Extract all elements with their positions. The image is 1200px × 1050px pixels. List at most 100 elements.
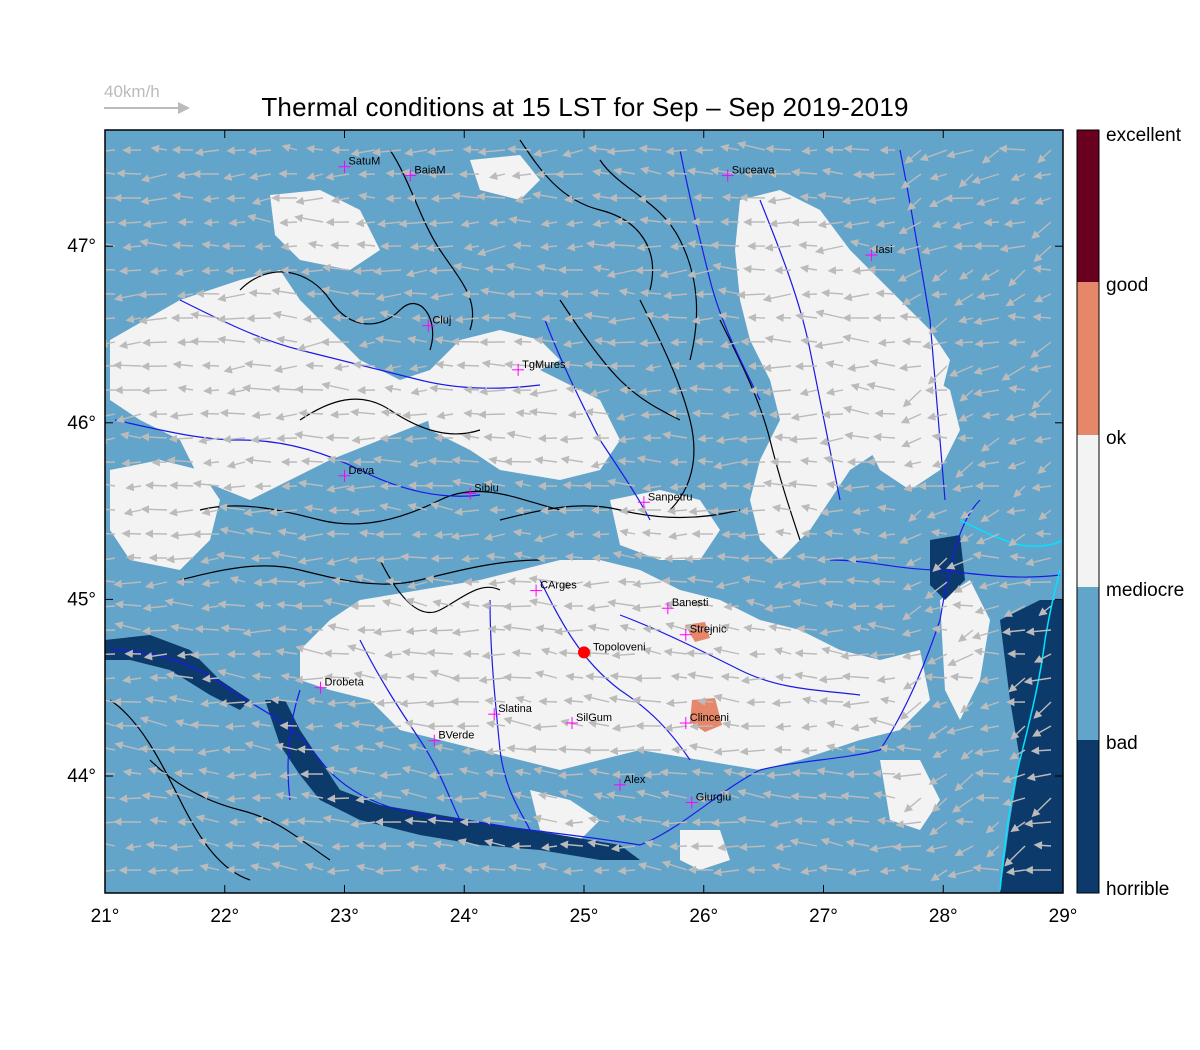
wind-arrow	[1024, 819, 1052, 828]
wind-arrow	[872, 769, 896, 778]
wind-arrow	[122, 242, 142, 252]
wind-arrow	[297, 556, 324, 566]
wind-arrow	[140, 196, 168, 205]
wind-arrow	[294, 385, 324, 394]
wind-arrow	[140, 505, 168, 514]
wind-arrow	[1010, 821, 1026, 833]
wind-arrow	[372, 627, 402, 637]
map-title: Thermal conditions at 15 LST for Sep – S…	[261, 92, 909, 122]
wind-arrow	[425, 575, 454, 584]
wind-arrow	[1026, 772, 1052, 782]
wind-arrow	[565, 219, 584, 228]
wind-arrow	[1029, 364, 1052, 373]
wind-arrow	[800, 867, 818, 876]
wind-arrow	[642, 624, 662, 634]
wind-arrow	[899, 533, 922, 544]
wind-arrow	[452, 262, 480, 271]
wind-arrow	[296, 816, 324, 826]
wind-arrow	[433, 530, 454, 540]
wind-arrow	[141, 338, 168, 347]
wind-arrow	[901, 437, 922, 448]
wind-arrow	[502, 673, 532, 682]
wind-arrow	[736, 290, 766, 300]
wind-arrow	[867, 621, 896, 631]
wind-arrow	[876, 816, 896, 826]
wind-arrow	[105, 532, 116, 535]
wind-arrow	[482, 816, 506, 825]
wind-arrow	[841, 196, 870, 205]
wind-arrow	[873, 790, 896, 800]
wind-arrow	[199, 863, 220, 872]
wind-arrow	[147, 866, 168, 876]
wind-arrow	[591, 192, 610, 201]
wind-arrow	[350, 408, 376, 417]
wind-arrow	[665, 621, 688, 631]
city-label: TgMures	[522, 359, 566, 371]
wind-arrow	[931, 220, 948, 229]
wind-arrow	[354, 315, 376, 324]
wind-arrow	[667, 409, 688, 418]
wind-arrow	[695, 290, 714, 299]
wind-arrow	[400, 788, 428, 799]
wind-arrow	[428, 266, 454, 275]
wind-arrow	[771, 504, 792, 513]
wind-arrow	[533, 766, 558, 775]
wind-arrow	[615, 412, 636, 422]
wind-arrow	[745, 598, 766, 607]
wind-arrow	[350, 148, 376, 157]
wind-arrow	[405, 672, 428, 682]
wind-arrow	[323, 649, 350, 658]
wind-arrow	[927, 725, 948, 740]
wind-arrow	[326, 699, 350, 708]
wind-arrow	[636, 455, 662, 464]
wind-arrow	[514, 479, 532, 489]
wind-arrow	[790, 412, 818, 422]
wind-arrow	[105, 772, 116, 775]
wind-arrow	[696, 482, 714, 491]
wind-arrow	[532, 360, 558, 370]
wind-arrow	[799, 456, 818, 466]
wind-arrow	[1008, 338, 1026, 347]
wind-arrow	[1006, 507, 1026, 516]
city-label: Suceava	[732, 165, 776, 177]
wind-arrow	[1009, 552, 1026, 562]
wind-arrow	[669, 242, 688, 251]
wind-arrow	[249, 863, 272, 872]
wind-arrow	[739, 506, 766, 516]
wind-arrow	[508, 215, 532, 225]
wind-arrow	[1033, 701, 1052, 719]
wind-arrow	[824, 599, 844, 609]
wind-arrow	[633, 551, 662, 560]
wind-arrow	[819, 507, 844, 517]
wind-arrow	[592, 264, 610, 273]
wind-arrow	[165, 555, 194, 564]
wind-arrow	[330, 241, 350, 250]
wind-arrow	[105, 699, 116, 703]
wind-arrow	[540, 842, 558, 852]
wind-arrow	[333, 362, 350, 372]
wind-arrow	[689, 722, 714, 731]
wind-arrow	[481, 651, 506, 660]
wind-arrow	[1031, 221, 1052, 239]
wind-arrow	[901, 337, 922, 346]
wind-arrow	[717, 287, 740, 296]
wind-arrow	[331, 576, 350, 586]
wind-arrow	[450, 532, 480, 541]
wind-arrow	[952, 221, 974, 230]
lon-tick-label: 27°	[809, 906, 838, 927]
wind-arrow	[531, 191, 558, 200]
wind-arrow	[321, 286, 350, 295]
wind-arrow	[488, 578, 506, 588]
wind-arrow	[105, 722, 116, 727]
wind-arrow	[277, 624, 298, 634]
wind-arrow	[980, 509, 1000, 523]
wind-arrow	[1034, 197, 1052, 205]
wind-arrow	[123, 507, 142, 517]
wind-arrow	[326, 867, 350, 876]
wind-arrow	[105, 243, 116, 247]
wind-arrow	[852, 170, 870, 179]
wind-arrow	[960, 509, 974, 519]
wind-arrow	[295, 836, 324, 847]
wind-arrow	[372, 455, 402, 464]
wind-arrow	[1031, 797, 1052, 818]
